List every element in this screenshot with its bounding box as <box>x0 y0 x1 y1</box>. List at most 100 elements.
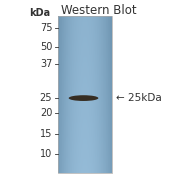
Bar <box>99 155 100 156</box>
Bar <box>99 21 100 22</box>
Bar <box>110 130 111 131</box>
Bar <box>110 118 111 119</box>
Bar <box>99 83 100 84</box>
Bar <box>79 101 80 102</box>
Bar <box>66 84 67 85</box>
Bar <box>94 82 95 83</box>
Bar <box>110 25 111 26</box>
Bar <box>74 88 75 89</box>
Bar <box>107 50 108 51</box>
Bar <box>70 72 71 73</box>
Bar <box>95 79 96 80</box>
Bar <box>59 21 60 22</box>
Bar <box>59 96 60 97</box>
Bar <box>60 57 61 58</box>
Bar <box>95 143 96 144</box>
Bar <box>65 42 66 43</box>
Bar <box>110 54 111 55</box>
Bar <box>83 79 84 80</box>
Bar <box>74 65 75 66</box>
Bar <box>110 29 111 30</box>
Bar <box>66 138 67 139</box>
Bar <box>65 153 66 154</box>
Bar <box>105 90 106 91</box>
Bar <box>72 18 73 19</box>
Bar <box>105 49 106 50</box>
Bar <box>110 25 111 26</box>
Bar <box>110 21 111 22</box>
Bar <box>81 153 82 154</box>
Bar <box>66 66 67 67</box>
Bar <box>97 106 98 107</box>
Bar <box>99 127 100 128</box>
Bar <box>93 38 94 39</box>
Bar <box>75 101 76 102</box>
Bar <box>80 150 81 151</box>
Bar <box>58 82 59 83</box>
Bar <box>98 36 99 37</box>
Bar <box>75 94 76 95</box>
Bar <box>85 162 86 163</box>
Bar <box>78 72 79 73</box>
Bar <box>85 82 86 83</box>
Bar <box>73 25 74 26</box>
Bar <box>106 88 107 89</box>
Bar <box>79 28 80 29</box>
Bar <box>110 66 111 67</box>
Bar <box>111 164 112 165</box>
Bar <box>73 120 74 121</box>
Bar <box>77 50 78 51</box>
Bar <box>103 116 104 117</box>
Bar <box>62 80 63 81</box>
Bar <box>71 61 72 62</box>
Bar <box>91 113 92 114</box>
Bar <box>70 61 71 62</box>
Bar <box>91 29 92 30</box>
Bar <box>64 39 65 40</box>
Bar <box>84 38 85 39</box>
Bar <box>63 75 64 76</box>
Bar <box>66 72 67 73</box>
Bar <box>89 87 90 88</box>
Bar <box>77 124 78 125</box>
Bar <box>59 35 60 36</box>
Bar <box>78 162 79 163</box>
Bar <box>81 130 82 131</box>
Bar <box>61 140 62 141</box>
Bar <box>83 94 84 95</box>
Bar <box>105 83 106 84</box>
Bar <box>98 25 99 26</box>
Bar <box>64 145 65 146</box>
Bar <box>66 123 67 124</box>
Bar <box>94 72 95 73</box>
Bar <box>59 125 60 126</box>
Bar <box>110 150 111 151</box>
Bar <box>77 133 78 134</box>
Bar <box>64 54 65 55</box>
Bar <box>105 27 106 28</box>
Bar <box>111 72 112 73</box>
Bar <box>98 153 99 154</box>
Bar <box>93 144 94 145</box>
Bar <box>75 52 76 53</box>
Bar <box>103 29 104 30</box>
Bar <box>105 109 106 110</box>
Bar <box>86 151 87 152</box>
Bar <box>103 73 104 74</box>
Bar <box>95 60 96 61</box>
Bar <box>104 164 105 165</box>
Bar <box>95 168 96 169</box>
Bar <box>93 97 94 98</box>
Bar <box>71 25 72 26</box>
Bar <box>70 55 71 56</box>
Bar <box>108 46 109 47</box>
Bar <box>63 57 64 58</box>
Bar <box>90 32 91 33</box>
Bar <box>105 82 106 83</box>
Bar <box>107 63 108 64</box>
Bar <box>76 46 77 47</box>
Bar <box>74 47 75 48</box>
Bar <box>109 60 110 61</box>
Bar <box>111 18 112 19</box>
Bar <box>106 76 107 77</box>
